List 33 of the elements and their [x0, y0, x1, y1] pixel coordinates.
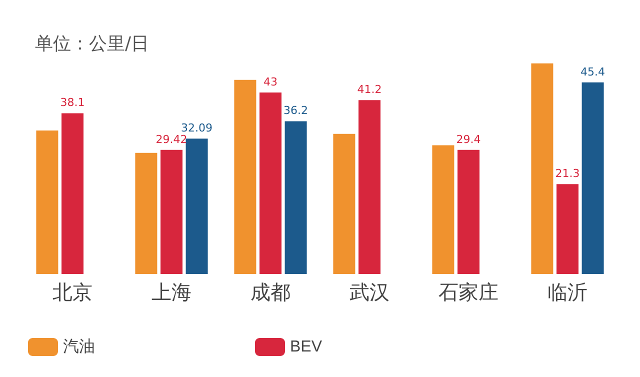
x-tick-label: 北京 [52, 280, 92, 304]
data-label: 29.4 [456, 132, 481, 146]
x-tick-label: 临沂 [548, 280, 588, 304]
x-tick-label: 武汉 [350, 280, 390, 304]
bar [62, 113, 84, 274]
legend-label: BEV [290, 338, 322, 356]
bar [36, 130, 58, 274]
x-tick-label: 成都 [250, 280, 290, 304]
chart-title: 单位：公里/日 [35, 34, 150, 54]
bar [333, 134, 356, 274]
bar [260, 92, 282, 274]
data-label: 32.09 [181, 122, 213, 135]
bar [160, 150, 182, 274]
data-label: 43 [264, 76, 278, 89]
bar [358, 100, 380, 274]
bar [556, 184, 578, 274]
bar [284, 121, 307, 274]
data-label: 41.2 [357, 83, 382, 96]
data-label: 45.4 [580, 65, 606, 78]
bar [234, 80, 256, 274]
data-label: 21.3 [555, 167, 580, 180]
data-label: 29.42 [156, 132, 188, 146]
data-label: 36.2 [284, 104, 308, 118]
bar [432, 145, 454, 274]
bar [458, 150, 480, 274]
legend-label: 汽油 [63, 338, 95, 356]
data-label: 38.1 [60, 96, 85, 110]
bar [531, 63, 554, 274]
bar [582, 82, 604, 274]
bar [186, 138, 208, 274]
x-tick-label: 石家庄 [438, 280, 498, 304]
x-tick-label: 上海 [152, 280, 192, 304]
bar [135, 152, 158, 274]
